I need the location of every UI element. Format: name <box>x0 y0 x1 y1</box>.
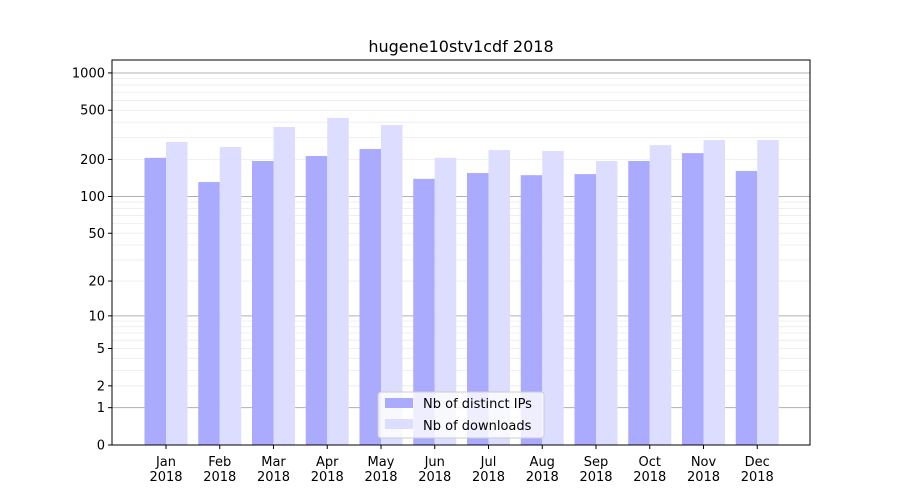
x-tick-label: Nov 2018 <box>687 455 720 485</box>
chart-title: hugene10stv1cdf 2018 <box>368 37 553 56</box>
y-axis: 0 1 2 5 10 20 50 100 200 500 1000 <box>72 66 112 454</box>
bar-downloads <box>757 140 779 445</box>
bar-downloads <box>434 157 457 445</box>
x-tick-label: Aug 2018 <box>526 455 559 485</box>
bar-distinct-ips <box>628 161 650 445</box>
bar-distinct-ips <box>735 171 758 445</box>
x-tick-label: Oct 2018 <box>633 455 666 485</box>
y-tick-label: 500 <box>80 104 105 119</box>
y-tick-label: 1 <box>97 401 105 416</box>
bar-downloads <box>381 124 403 445</box>
bar-downloads <box>596 161 618 445</box>
bar-distinct-ips <box>574 174 596 445</box>
y-tick-label: 20 <box>88 275 105 290</box>
bar-distinct-ips <box>198 182 220 445</box>
y-tick-label: 2 <box>97 379 105 394</box>
bar-distinct-ips <box>252 161 274 445</box>
bar-distinct-ips <box>305 156 328 445</box>
x-tick-label: May 2018 <box>364 455 397 485</box>
bars <box>144 117 779 446</box>
axes-frame <box>111 59 811 446</box>
x-axis: Jan 2018 Feb 2018 Mar 2018 Apr 2018 May 2018 Jun 20… <box>149 445 774 485</box>
bar-downloads <box>488 150 510 445</box>
bar-distinct-ips <box>413 178 435 445</box>
bar-downloads <box>273 126 295 445</box>
bar-downloads <box>166 141 188 445</box>
legend-box <box>377 391 545 439</box>
bar-downloads <box>649 145 672 445</box>
y-tick-label: 100 <box>80 190 105 205</box>
legend-swatch-downloads <box>385 419 413 429</box>
x-tick-label: Apr 2018 <box>311 455 344 485</box>
bar-distinct-ips <box>144 157 166 445</box>
x-tick-label: Jan 2018 <box>149 455 182 485</box>
y-tick-label: 200 <box>80 153 105 168</box>
x-tick-label: Sep 2018 <box>579 455 612 485</box>
legend-label-downloads: Nb of downloads <box>423 419 532 434</box>
legend-swatch-ips <box>385 398 413 408</box>
x-tick-label: Feb 2018 <box>203 455 236 485</box>
bar-downloads <box>703 140 725 445</box>
bar-downloads <box>219 147 242 445</box>
x-tick-label: Jul 2018 <box>472 455 505 485</box>
bar-distinct-ips <box>359 148 381 445</box>
y-tick-label: 50 <box>88 227 105 242</box>
bar-downloads <box>542 150 564 445</box>
bar-distinct-ips <box>467 173 489 445</box>
bar-distinct-ips <box>520 175 543 446</box>
y-tick-label: 10 <box>88 309 105 324</box>
x-tick-label: Dec 2018 <box>741 455 774 485</box>
y-tick-label: 0 <box>97 439 105 454</box>
y-tick-label: 1000 <box>72 66 105 81</box>
x-tick-label: Jun 2018 <box>418 455 451 485</box>
legend-label-ips: Nb of distinct IPs <box>423 397 532 412</box>
legend: Nb of distinct IPs Nb of downloads <box>377 391 545 439</box>
bar-downloads <box>327 117 349 446</box>
bar-distinct-ips <box>682 153 704 445</box>
x-tick-label: Mar 2018 <box>257 455 290 485</box>
y-tick-label: 5 <box>97 342 105 357</box>
